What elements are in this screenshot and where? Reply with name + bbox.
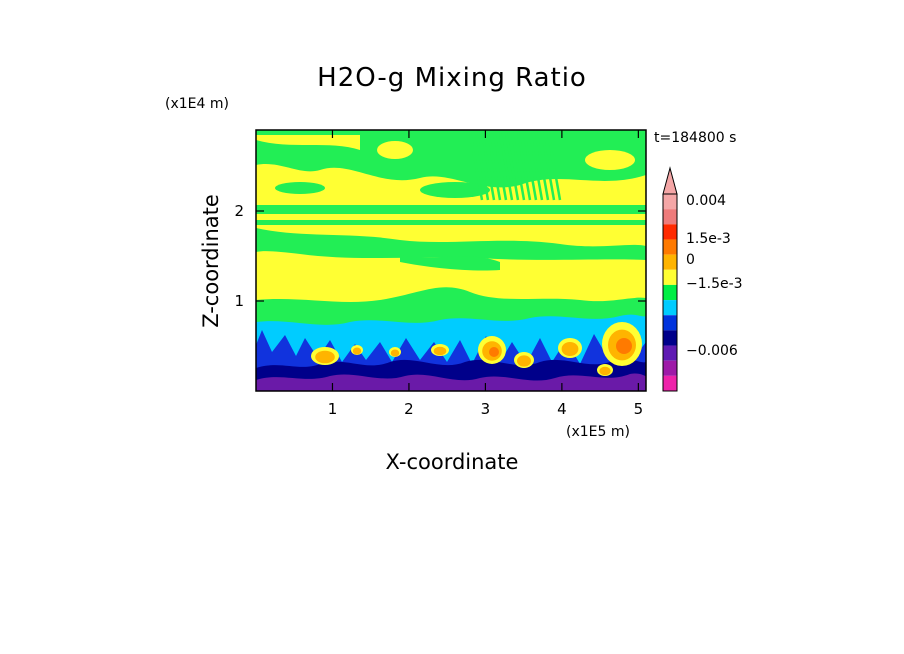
- green-streak: [492, 131, 508, 201]
- green-streak: [522, 131, 538, 201]
- green-streak: [498, 131, 514, 201]
- green-blob: [275, 182, 325, 194]
- green-streak: [480, 131, 496, 201]
- green-streak: [510, 131, 526, 201]
- colorbar-swatch: [663, 360, 677, 376]
- x-unit-label: (x1E5 m): [566, 424, 630, 440]
- mid-green-band: [256, 228, 646, 260]
- green-blob: [400, 255, 500, 271]
- moist-plume-core: [561, 342, 579, 356]
- time-label: t=184800 s: [654, 130, 736, 146]
- green-streak: [474, 131, 490, 201]
- colorbar-tick-label: 1.5e-3: [686, 231, 731, 247]
- colorbar-tick-label: −0.006: [686, 343, 738, 359]
- x-tick-label: 5: [634, 400, 644, 418]
- y-tick-label: 1: [234, 292, 244, 310]
- colorbar-swatch: [663, 239, 677, 255]
- y-axis-label: Z-coordinate: [199, 194, 223, 328]
- colorbar-swatch: [663, 375, 677, 391]
- colorbar-swatch: [663, 345, 677, 361]
- colorbar-swatch: [663, 300, 677, 316]
- chart-title: H2O-g Mixing Ratio: [317, 63, 587, 93]
- green-streak: [516, 131, 532, 201]
- colorbar-swatch: [663, 330, 677, 346]
- plot-field: [256, 130, 646, 391]
- colorbar: 0.004 1.5e-3 0 −1.5e-3 −0.006: [662, 166, 743, 392]
- yellow-blob: [585, 150, 635, 170]
- colorbar-frame: [662, 193, 678, 392]
- colorbar-tick-label: 0.004: [686, 193, 726, 209]
- yellow-blob: [377, 141, 413, 159]
- green-stripe: [256, 205, 646, 214]
- x-tick-label: 3: [481, 400, 491, 418]
- colorbar-swatch: [663, 209, 677, 225]
- purple-layer: [256, 373, 646, 391]
- y-unit-label: (x1E4 m): [165, 96, 229, 112]
- green-streak: [534, 131, 550, 201]
- x-axis-label: X-coordinate: [386, 450, 519, 474]
- colorbar-swatch: [663, 269, 677, 285]
- colorbar-tick-label: −1.5e-3: [686, 276, 743, 292]
- moist-plume-core: [315, 350, 335, 364]
- colorbar-tick-label: 0: [686, 252, 695, 268]
- axis-ticks: 1 2 3 4 5 1 2: [234, 130, 646, 418]
- upper-yellow-patch: [256, 135, 360, 150]
- colorbar-swatch: [663, 194, 677, 210]
- moist-plume-core: [517, 355, 531, 367]
- x-tick-label: 2: [404, 400, 414, 418]
- green-streak: [540, 131, 556, 201]
- green-streak: [504, 131, 520, 201]
- x-tick-label: 1: [328, 400, 338, 418]
- colorbar-swatch: [663, 254, 677, 270]
- green-streak: [528, 131, 544, 201]
- moist-plume-core: [433, 346, 447, 356]
- x-tick-label: 4: [557, 400, 567, 418]
- moist-plume-peak: [489, 347, 499, 357]
- colorbar-swatch: [663, 224, 677, 240]
- moist-plume-peak: [616, 338, 632, 354]
- colorbar-swatch: [663, 284, 677, 301]
- plot-frame: [255, 129, 647, 392]
- moist-plume-core: [352, 347, 362, 355]
- green-blob: [420, 182, 490, 198]
- green-stripe: [256, 220, 646, 225]
- moist-plume-core: [390, 349, 400, 357]
- colorbar-swatch: [663, 315, 677, 331]
- y-tick-label: 2: [234, 202, 244, 220]
- green-streak: [486, 131, 502, 201]
- green-streak: [468, 131, 484, 201]
- green-streak: [546, 131, 562, 201]
- moist-plume-core: [599, 366, 611, 376]
- colorbar-arrow: [662, 166, 678, 195]
